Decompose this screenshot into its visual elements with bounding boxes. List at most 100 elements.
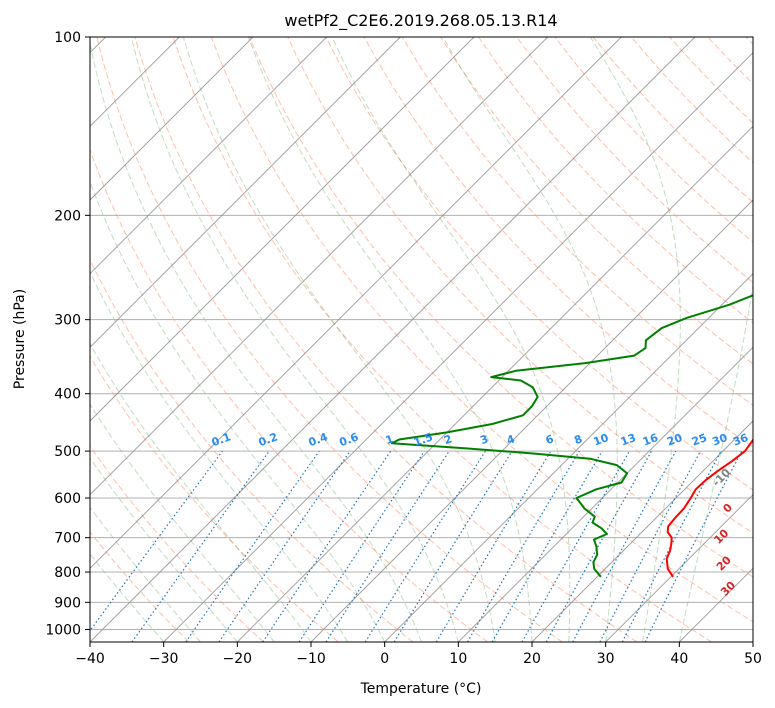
isotherm-gridline [90, 37, 549, 496]
y-tick-label: 800 [54, 565, 81, 581]
y-tick-label: 200 [54, 208, 81, 224]
x-tick-label: 10 [449, 651, 467, 667]
isotherm-gridline [384, 272, 753, 642]
y-tick-label: 300 [54, 313, 81, 329]
mixing-ratio-label: 16 [641, 431, 660, 449]
mixing-ratio-line [644, 450, 743, 642]
x-tick-label: −10 [296, 651, 326, 667]
dry-adiabat [134, 37, 638, 642]
moist-adiabat [90, 457, 238, 642]
y-tick-label: 100 [54, 30, 81, 46]
x-axis-label: Temperature (°C) [360, 681, 482, 697]
mixing-ratio-line [393, 450, 513, 642]
moist-adiabat [90, 40, 422, 642]
dry-adiabat [96, 37, 563, 642]
x-axis: −40 −30 −20 −10 0 10 20 30 40 50 [75, 642, 762, 667]
dewpoint-profile [390, 294, 753, 578]
isotherm-gridline [457, 346, 753, 642]
moist-adiabat [442, 37, 618, 642]
mixing-ratio-label: 20 [665, 431, 684, 449]
moist-adiabat [90, 506, 201, 642]
moist-adiabat [130, 37, 459, 642]
mixing-ratio-line [185, 450, 320, 642]
mixing-ratio-line [521, 450, 631, 642]
x-tick-label: 30 [597, 651, 615, 667]
mixing-ratio-label: 6 [544, 432, 556, 447]
mixing-ratio-label: 1 [384, 432, 396, 447]
isotherm-gridline [163, 51, 753, 642]
moist-adiabat [247, 37, 533, 642]
dry-adiabat [325, 37, 753, 491]
mixing-ratio-line [545, 450, 653, 642]
mixing-ratio-line [325, 450, 450, 642]
y-tick-label: 1000 [45, 622, 81, 638]
mixing-ratio-label: 3 [478, 432, 490, 447]
dry-adiabat [90, 531, 190, 642]
x-tick-label: 40 [670, 651, 688, 667]
x-tick-label: −40 [75, 651, 105, 667]
dry-adiabat [210, 37, 753, 623]
isotherm-gridline [310, 199, 753, 642]
dry-adiabat [90, 355, 339, 642]
mixing-ratio-line [90, 450, 223, 632]
x-tick-label: −20 [223, 651, 253, 667]
dry-adiabat [90, 445, 264, 642]
dry-adiabat [439, 37, 753, 365]
y-tick-label: 700 [54, 531, 81, 547]
mixing-ratio-label: 25 [690, 431, 709, 448]
mixing-ratio-label: 0.6 [338, 430, 361, 449]
isotherm-gridline [236, 125, 753, 642]
mixing-ratio-label: 13 [619, 431, 638, 448]
mixing-ratio-line [218, 450, 351, 642]
mixing-ratio-label: 30 [710, 431, 729, 449]
dry-adiabat [90, 148, 488, 642]
mixing-ratio-label: 0.1 [210, 430, 233, 449]
moist-adiabat [90, 180, 386, 642]
dry-adiabat-label: -20 [750, 400, 773, 423]
mixing-ratio-label: 1.5 [412, 430, 435, 449]
mixing-ratio-line [131, 450, 270, 642]
moist-adiabat [678, 282, 753, 642]
plot-frame [89, 36, 754, 643]
dry-adiabat [249, 37, 753, 578]
x-tick-label: 20 [523, 651, 541, 667]
isotherm-gridline [90, 37, 328, 275]
plot-area: -100-90-80-70-60-50-40-30-200.10.20.40.6… [90, 37, 773, 642]
mixing-ratio-label: 2 [442, 432, 454, 447]
mixing-ratio-label: 8 [572, 432, 584, 447]
moist-adiabat [90, 342, 312, 642]
isotherm-gridline [90, 37, 475, 422]
moist-adiabat [90, 553, 165, 642]
x-tick-label: 50 [744, 651, 762, 667]
y-tick-label: 600 [54, 491, 81, 507]
moist-adiabat [90, 403, 275, 642]
y-axis: 100 200 300 400 500 600 700 800 900 1000 [45, 30, 90, 638]
mixing-ratio-line [298, 450, 425, 642]
mixing-ratio-label: 36 [731, 431, 750, 449]
mixing-ratio-line [262, 450, 392, 642]
isotherm-gridline [90, 37, 401, 349]
isotherm-gridline [90, 37, 622, 570]
moist-adiabat [590, 37, 681, 642]
isotherm-gridline [605, 493, 753, 642]
mixing-ratio-label: 0.4 [307, 430, 330, 449]
isotherm-gridline [90, 37, 696, 642]
mixing-ratio-label: 4 [505, 432, 517, 447]
chart-title: wetPf2_C2E6.2019.268.05.13.R14 [284, 11, 557, 31]
isotherm-gridline [90, 37, 254, 201]
y-tick-label: 400 [54, 387, 81, 403]
mixing-ratio-label: 0.2 [257, 430, 280, 449]
dry-adiabat [401, 37, 753, 406]
y-tick-label: 900 [54, 595, 81, 611]
mixing-ratio-label: 10 [592, 431, 611, 449]
dry-adiabat [516, 37, 753, 284]
temperature-profile [665, 438, 753, 578]
x-tick-label: −30 [149, 651, 179, 667]
y-tick-label: 500 [54, 444, 81, 460]
moist-adiabat [90, 271, 349, 642]
y-axis-label: Pressure (hPa) [12, 289, 28, 389]
isotherm-gridline [531, 420, 753, 642]
x-tick-label: 0 [380, 651, 389, 667]
